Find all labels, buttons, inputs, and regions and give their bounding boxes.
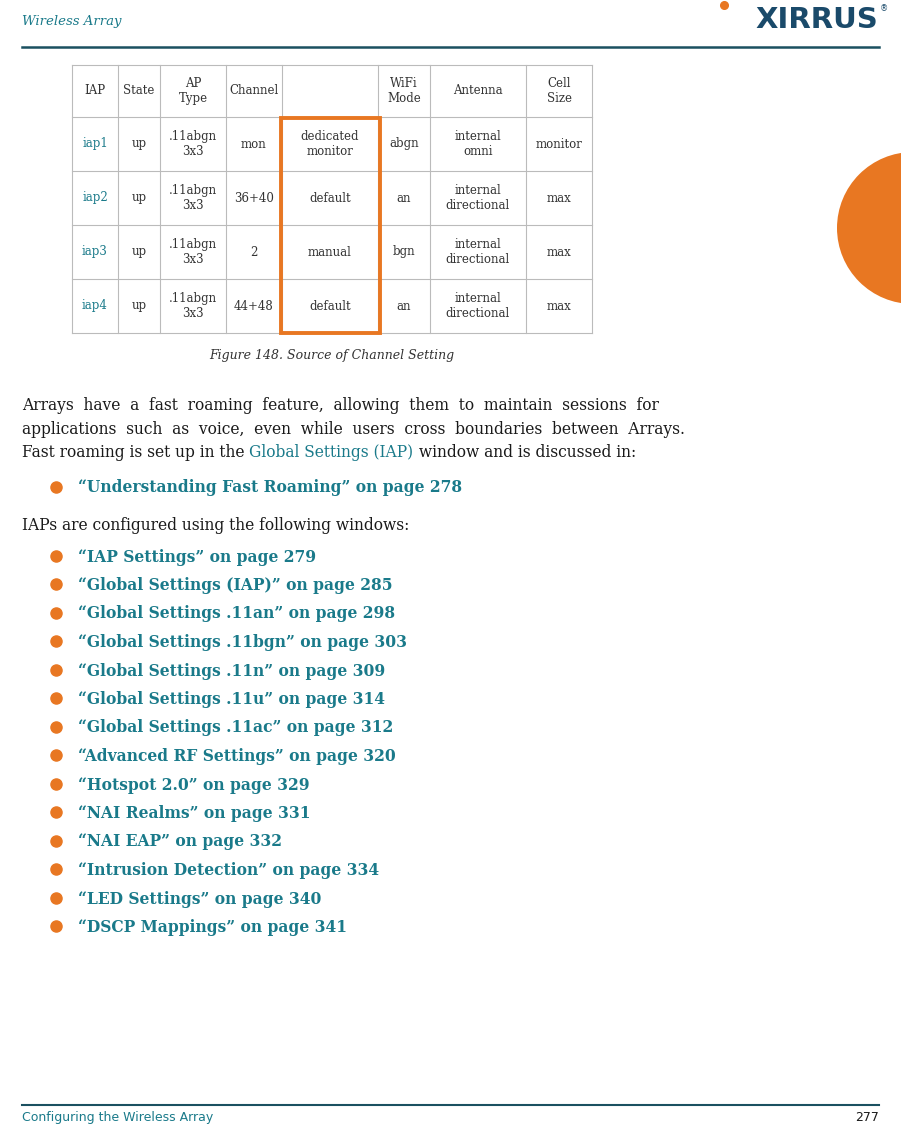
Text: monitor: monitor [535,138,582,150]
Text: abgn: abgn [389,138,419,150]
Text: IAPs are configured using the following windows:: IAPs are configured using the following … [22,517,409,534]
Text: Antenna: Antenna [453,84,503,98]
Bar [280,117,379,332]
Wedge shape [837,152,901,304]
Text: default: default [309,299,350,313]
Text: default: default [309,191,350,205]
Text: iap2: iap2 [82,191,108,205]
Text: Wireless Array: Wireless Array [22,15,122,28]
Text: Figure 148. Source of Channel Setting: Figure 148. Source of Channel Setting [209,349,455,362]
Text: internal
omni: internal omni [455,130,501,158]
Text: “NAI Realms” on page 331: “NAI Realms” on page 331 [78,805,311,822]
Text: applications  such  as  voice,  even  while  users  cross  boundaries  between  : applications such as voice, even while u… [22,421,685,438]
Text: State: State [123,84,155,98]
Text: .11abgn
3x3: .11abgn 3x3 [169,184,217,211]
Text: 44+48: 44+48 [234,299,274,313]
Text: “Global Settings .11u” on page 314: “Global Settings .11u” on page 314 [78,691,385,708]
Text: “Hotspot 2.0” on page 329: “Hotspot 2.0” on page 329 [78,777,310,794]
Text: up: up [132,138,147,150]
Text: dedicated
monitor: dedicated monitor [301,130,359,158]
Text: “Global Settings .11an” on page 298: “Global Settings .11an” on page 298 [78,606,396,622]
Text: IAP: IAP [85,84,105,98]
Text: Channel: Channel [230,84,278,98]
Text: .11abgn
3x3: .11abgn 3x3 [169,292,217,319]
Text: 277: 277 [855,1111,879,1124]
Text: 2: 2 [250,246,258,258]
Text: Cell
Size: Cell Size [547,77,571,105]
Text: “Understanding Fast Roaming” on page 278: “Understanding Fast Roaming” on page 278 [78,480,462,497]
Text: .11abgn
3x3: .11abgn 3x3 [169,238,217,266]
Text: max: max [547,246,571,258]
Text: 36+40: 36+40 [234,191,274,205]
Text: internal
directional: internal directional [446,184,510,211]
Text: XIRRUS: XIRRUS [755,6,878,34]
Text: Arrays  have  a  fast  roaming  feature,  allowing  them  to  maintain  sessions: Arrays have a fast roaming feature, allo… [22,397,659,414]
Text: an: an [396,191,411,205]
Text: “Global Settings .11n” on page 309: “Global Settings .11n” on page 309 [78,663,386,680]
Text: up: up [132,299,147,313]
Text: “DSCP Mappings” on page 341: “DSCP Mappings” on page 341 [78,919,347,936]
Text: .11abgn
3x3: .11abgn 3x3 [169,130,217,158]
Text: “IAP Settings” on page 279: “IAP Settings” on page 279 [78,548,316,565]
Text: max: max [547,299,571,313]
Text: max: max [547,191,571,205]
Text: up: up [132,191,147,205]
Text: internal
directional: internal directional [446,292,510,319]
Text: window and is discussed in:: window and is discussed in: [414,445,636,460]
Text: WiFi
Mode: WiFi Mode [387,77,421,105]
Text: iap1: iap1 [82,138,108,150]
Text: mon: mon [241,138,267,150]
Text: bgn: bgn [393,246,415,258]
Text: “Advanced RF Settings” on page 320: “Advanced RF Settings” on page 320 [78,748,396,765]
Text: manual: manual [308,246,352,258]
Text: “Intrusion Detection” on page 334: “Intrusion Detection” on page 334 [78,862,379,879]
Text: “Global Settings .11bgn” on page 303: “Global Settings .11bgn” on page 303 [78,634,407,652]
Text: Configuring the Wireless Array: Configuring the Wireless Array [22,1111,214,1124]
Text: “Global Settings .11ac” on page 312: “Global Settings .11ac” on page 312 [78,720,393,737]
Text: an: an [396,299,411,313]
Text: internal
directional: internal directional [446,238,510,266]
Text: Fast roaming is set up in the: Fast roaming is set up in the [22,445,250,460]
Text: Global Settings (IAP): Global Settings (IAP) [250,445,414,460]
Text: up: up [132,246,147,258]
Text: iap4: iap4 [82,299,108,313]
Text: ®: ® [880,5,888,13]
Text: “NAI EAP” on page 332: “NAI EAP” on page 332 [78,833,282,850]
Text: iap3: iap3 [82,246,108,258]
Text: AP
Type: AP Type [178,77,207,105]
Text: “Global Settings (IAP)” on page 285: “Global Settings (IAP)” on page 285 [78,576,393,594]
Text: “LED Settings” on page 340: “LED Settings” on page 340 [78,890,322,907]
